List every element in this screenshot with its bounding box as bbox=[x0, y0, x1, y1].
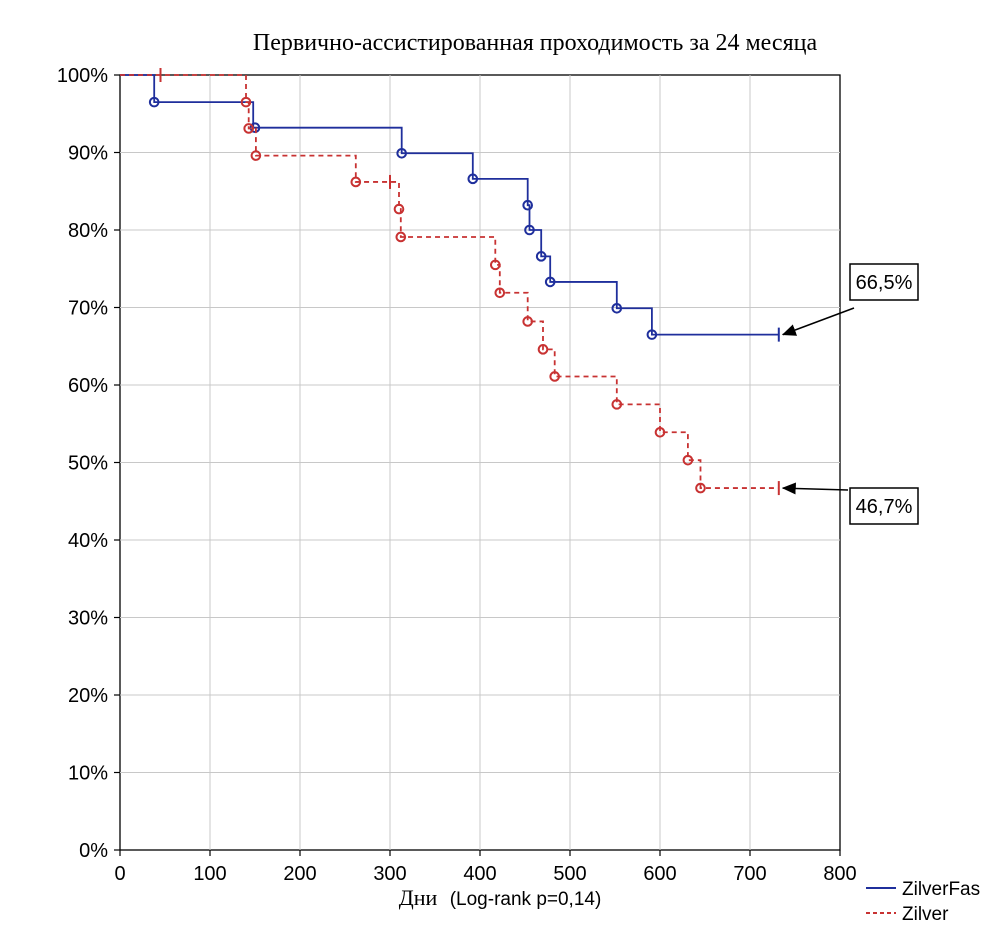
event-marker bbox=[537, 344, 549, 355]
x-tick-label: 600 bbox=[643, 863, 676, 885]
y-tick-label: 50% bbox=[68, 453, 108, 475]
x-axis-label: Дни (Log-rank p=0,14) bbox=[399, 885, 602, 910]
event-marker bbox=[654, 426, 666, 438]
x-axis-note: (Log-rank p=0,14) bbox=[450, 889, 602, 910]
x-tick-label: 0 bbox=[114, 863, 125, 885]
x-tick-label: 700 bbox=[733, 863, 766, 885]
y-tick-label: 10% bbox=[68, 763, 108, 785]
x-tick-label: 800 bbox=[823, 863, 856, 885]
event-marker bbox=[524, 224, 535, 236]
event-marker bbox=[393, 203, 405, 215]
chart-title: Первично-ассистированная проходимость за… bbox=[253, 30, 818, 56]
event-marker bbox=[522, 199, 534, 211]
series-zilverfas bbox=[120, 74, 780, 342]
y-axis: 0% 10% 20% 30% 40% 50% 60% 70% 80% 90% 100% bbox=[57, 65, 120, 862]
grid bbox=[120, 75, 840, 850]
event-marker bbox=[611, 399, 623, 410]
event-marker bbox=[494, 287, 506, 299]
y-tick-label: 60% bbox=[68, 375, 108, 397]
event-marker bbox=[544, 276, 556, 288]
y-tick-label: 40% bbox=[68, 530, 108, 552]
legend-label: ZilverFas bbox=[902, 879, 980, 900]
series-group bbox=[120, 68, 780, 496]
y-tick-label: 80% bbox=[68, 220, 108, 242]
event-marker bbox=[350, 176, 362, 188]
x-tick-label: 200 bbox=[283, 863, 316, 885]
annotation-callout: 46,7% bbox=[781, 482, 919, 525]
y-tick-label: 90% bbox=[68, 143, 108, 165]
event-marker bbox=[250, 150, 262, 161]
x-tick-label: 300 bbox=[373, 863, 406, 885]
event-marker bbox=[395, 231, 407, 243]
x-tick-label: 400 bbox=[463, 863, 496, 885]
event-marker bbox=[396, 147, 408, 159]
legend: ZilverFas Zilver bbox=[866, 879, 980, 925]
legend-item: Zilver bbox=[866, 904, 949, 925]
event-marker bbox=[611, 302, 623, 314]
event-marker bbox=[549, 371, 561, 382]
annotation-callout: 66,5% bbox=[781, 263, 919, 336]
event-marker bbox=[148, 96, 160, 108]
event-marker bbox=[522, 316, 534, 327]
annotation-label: 66,5% bbox=[856, 272, 913, 294]
x-tick-label: 100 bbox=[193, 863, 226, 885]
legend-label: Zilver bbox=[902, 904, 949, 925]
event-marker bbox=[243, 123, 254, 134]
y-tick-label: 20% bbox=[68, 685, 108, 707]
annotation-box bbox=[849, 263, 919, 301]
series-line bbox=[120, 74, 779, 336]
series-zilver bbox=[120, 68, 780, 496]
event-marker bbox=[646, 329, 658, 340]
annotation-arrow bbox=[781, 307, 855, 336]
event-marker bbox=[240, 96, 252, 108]
event-marker bbox=[535, 251, 547, 262]
annotation-label: 46,7% bbox=[856, 496, 913, 518]
event-marker bbox=[695, 482, 706, 494]
event-marker bbox=[682, 454, 694, 466]
y-tick-label: 100% bbox=[57, 65, 108, 87]
annotations: 66,5% 46,7% bbox=[781, 263, 919, 525]
y-tick-label: 30% bbox=[68, 608, 108, 630]
legend-item: ZilverFas bbox=[866, 879, 980, 900]
x-axis-title: Дни bbox=[399, 885, 438, 910]
event-marker bbox=[467, 173, 479, 185]
x-axis: 0 100 200 300 400 500 600 700 800 bbox=[114, 850, 857, 885]
annotation-arrow bbox=[781, 482, 849, 495]
annotation-box bbox=[849, 487, 919, 525]
event-marker bbox=[490, 259, 501, 271]
y-tick-label: 70% bbox=[68, 298, 108, 320]
y-tick-label: 0% bbox=[79, 840, 108, 862]
x-tick-label: 500 bbox=[553, 863, 586, 885]
